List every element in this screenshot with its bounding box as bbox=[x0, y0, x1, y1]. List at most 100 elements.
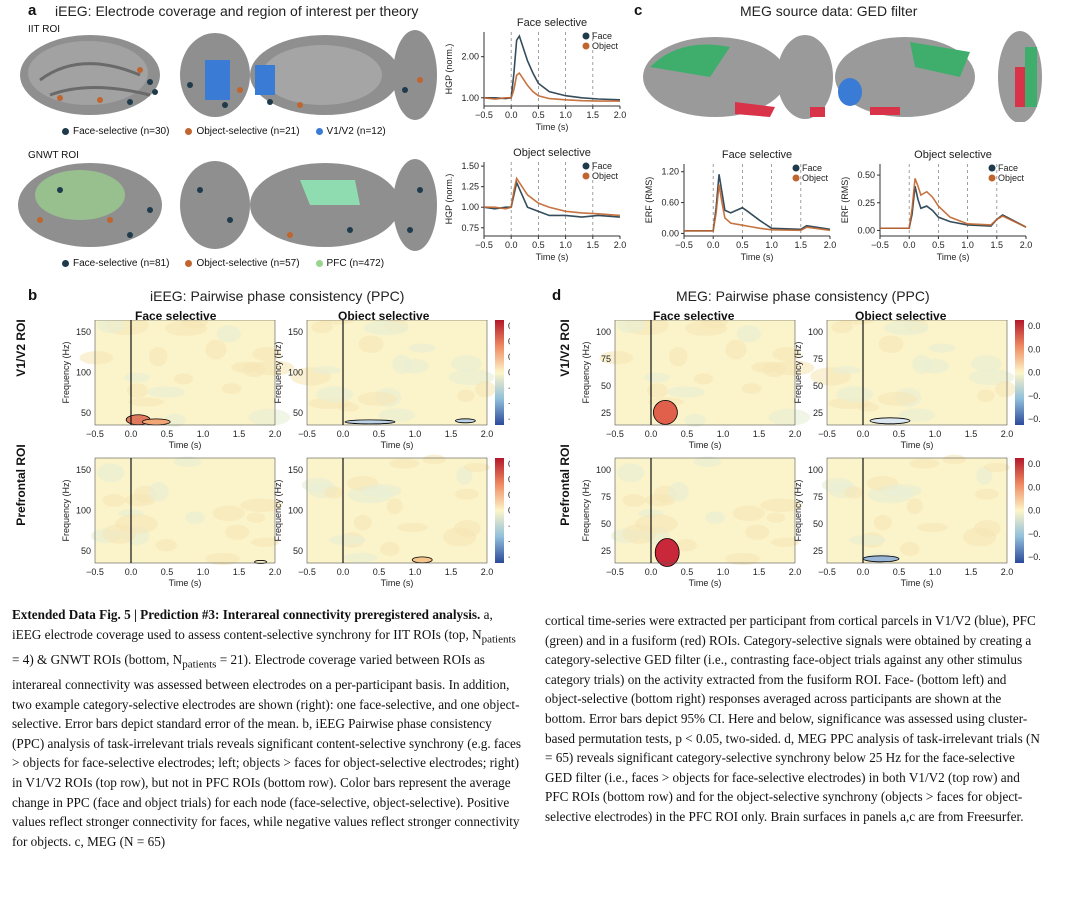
heatmap-frame bbox=[306, 320, 488, 426]
v1v2-dot-icon bbox=[315, 128, 323, 135]
x-tick-label: 0.0 bbox=[903, 240, 916, 250]
panel-d-heatmaps: −0.5 0.0 0.5 1.0 1.5 2.0 Time (s) 100 75 50 25 Freq… bbox=[581, 320, 1040, 588]
x-tick-label: 2.0 bbox=[269, 567, 282, 577]
iit-brain-figure bbox=[20, 30, 437, 120]
significance-cluster bbox=[653, 400, 678, 425]
legend-pfc: PFC (n=472) bbox=[326, 258, 385, 269]
y-tick-label: 0.60 bbox=[661, 198, 679, 208]
x-tick-label: 2.0 bbox=[481, 567, 494, 577]
heatmap-texture bbox=[455, 488, 479, 500]
y-tick-label: 50 bbox=[81, 546, 91, 556]
pfc-dot-icon bbox=[315, 260, 323, 267]
x-tick-label: 1.5 bbox=[965, 429, 978, 439]
heatmap-frame bbox=[826, 457, 1008, 564]
heatmap-texture bbox=[408, 343, 436, 353]
y-tick-label: 1.00 bbox=[461, 93, 479, 103]
panel-b-row2: Prefrontal ROI bbox=[14, 444, 28, 526]
legend-dot-icon bbox=[792, 164, 800, 172]
caption-p1-rest: = 21). Electrode coverage varied between… bbox=[12, 651, 522, 849]
colorbar-tick-label: −0.025 bbox=[1028, 391, 1040, 401]
heatmap-texture bbox=[873, 514, 892, 531]
heatmap-texture bbox=[669, 347, 688, 367]
x-tick-label: −0.5 bbox=[298, 429, 316, 439]
heatmap-texture bbox=[337, 402, 359, 412]
x-tick-label: 1.5 bbox=[445, 429, 458, 439]
legend-dot-icon bbox=[582, 162, 590, 170]
heatmap-texture bbox=[909, 458, 940, 469]
colorbar-tick-label: 0.02 bbox=[508, 490, 510, 500]
y-tick-label: 150 bbox=[288, 327, 303, 337]
colorbar-tick-label: 0.06 bbox=[508, 459, 510, 469]
colorbar-tick-label: −0.02 bbox=[508, 383, 510, 393]
y-tick-label: 75 bbox=[813, 492, 823, 502]
heatmap-texture bbox=[205, 339, 227, 360]
heatmap-texture bbox=[380, 541, 400, 556]
x-tick-label: 1.0 bbox=[961, 240, 974, 250]
heatmap-texture bbox=[771, 537, 800, 547]
heatmap-texture bbox=[622, 494, 646, 507]
heatmap-texture bbox=[732, 505, 765, 522]
colorbar-tick-label: −0.050 bbox=[1028, 414, 1040, 424]
colorbar-tick-label: −0.025 bbox=[1028, 529, 1040, 539]
legend-label: Object bbox=[592, 41, 619, 51]
x-tick-label: 2.0 bbox=[614, 110, 627, 120]
x-tick-label: 1.0 bbox=[717, 567, 730, 577]
heatmap-texture bbox=[148, 482, 169, 502]
heatmap-texture bbox=[857, 402, 879, 412]
object-dot-icon bbox=[185, 260, 193, 267]
caption-label: Extended Data Fig. 5 | Prediction #3: In… bbox=[12, 607, 481, 622]
x-tick-label: 1.0 bbox=[559, 110, 572, 120]
x-tick-label: 0.5 bbox=[681, 567, 694, 577]
colorbar-tick-label: 0.00 bbox=[508, 368, 510, 378]
x-axis-label: Time (s) bbox=[536, 252, 569, 262]
y-axis-label: Frequency (Hz) bbox=[581, 479, 591, 541]
heatmap-texture bbox=[917, 522, 948, 532]
x-tick-label: 1.0 bbox=[717, 429, 730, 439]
y-axis-label: Frequency (Hz) bbox=[793, 479, 803, 541]
y-axis-label: HGP (norm.) bbox=[444, 174, 454, 225]
heatmap-texture bbox=[311, 321, 333, 334]
legend-dot-icon bbox=[792, 174, 800, 182]
chart-title: Face selective bbox=[517, 17, 587, 29]
heatmap-texture bbox=[357, 391, 398, 406]
colorbar-tick-label: 0.000 bbox=[1028, 368, 1040, 378]
heatmap-frame bbox=[614, 457, 796, 564]
x-tick-label: 0.5 bbox=[161, 429, 174, 439]
x-tick-label: 0.5 bbox=[532, 110, 545, 120]
heatmap-texture bbox=[994, 381, 1016, 398]
x-tick-label: 1.5 bbox=[991, 240, 1004, 250]
y-tick-label: 100 bbox=[288, 368, 303, 378]
heatmap-texture bbox=[928, 343, 956, 353]
y-tick-label: 1.00 bbox=[461, 202, 479, 212]
y-tick-label: 2.00 bbox=[461, 52, 479, 62]
heatmap-texture bbox=[225, 524, 250, 540]
x-tick-label: 2.0 bbox=[614, 240, 627, 250]
colorbar-tick-label: 0.06 bbox=[508, 321, 510, 331]
panel-b-letter: b bbox=[28, 287, 38, 304]
panel-d-col2: Object selective bbox=[855, 309, 947, 323]
panel-b-heatmaps: −0.5 0.0 0.5 1.0 1.5 2.0 Time (s) 150 100 50 Frequ… bbox=[61, 320, 510, 588]
heatmap-texture bbox=[741, 383, 762, 394]
y-tick-label: 100 bbox=[596, 465, 611, 475]
colorbar-tick-label: −0.04 bbox=[508, 537, 510, 547]
caption-right: cortical time-series were extracted per … bbox=[545, 611, 1045, 827]
x-tick-label: 1.0 bbox=[929, 567, 942, 577]
legend-object: Object-selective (n=21) bbox=[196, 126, 300, 137]
heatmap-texture bbox=[772, 347, 802, 362]
heatmap-texture bbox=[463, 462, 491, 472]
panel-d-title: MEG: Pairwise phase consistency (PPC) bbox=[676, 288, 930, 304]
heatmap-texture bbox=[766, 512, 786, 523]
y-tick-label: 50 bbox=[813, 381, 823, 391]
y-axis-label: HGP (norm.) bbox=[444, 44, 454, 95]
y-tick-label: 100 bbox=[76, 506, 91, 516]
legend-label: Face bbox=[592, 161, 612, 171]
heatmap-texture bbox=[164, 413, 186, 427]
x-tick-label: −0.5 bbox=[475, 240, 493, 250]
heatmap-texture bbox=[725, 339, 747, 360]
heatmap-texture bbox=[900, 541, 920, 556]
x-tick-label: 0.5 bbox=[893, 567, 906, 577]
significance-cluster bbox=[411, 556, 433, 564]
heatmap-texture bbox=[849, 534, 886, 546]
y-tick-label: 150 bbox=[76, 465, 91, 475]
x-tick-label: 0.0 bbox=[125, 429, 138, 439]
